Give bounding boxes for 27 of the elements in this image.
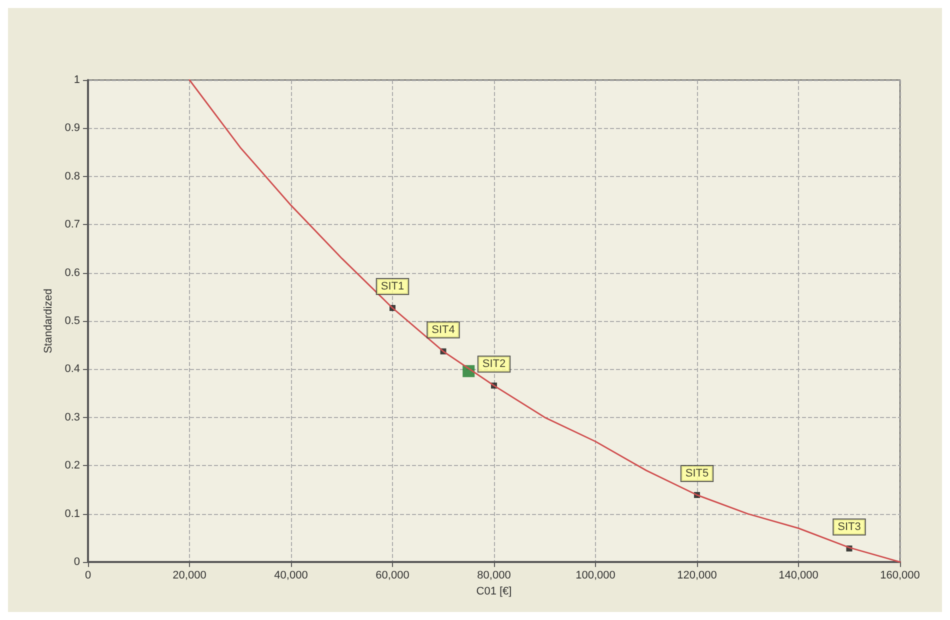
x-tick-label: 20,000 [172, 570, 206, 582]
annotation: SIT3 [838, 521, 861, 534]
y-tick-label: 0.6 [64, 266, 80, 279]
y-tick-label: 0.2 [64, 460, 80, 472]
x-tick-label: 0 [84, 570, 92, 582]
y-tick-label: 0.9 [64, 122, 80, 134]
x-tick-label: 140,000 [778, 570, 818, 582]
y-axis-title: Standardized [42, 288, 54, 354]
x-tick-label: 60,000 [376, 570, 410, 582]
x-tick-label: 40,000 [274, 570, 308, 582]
y-tick-label: 0.5 [64, 315, 80, 327]
y-tick-label: 1 [74, 74, 80, 86]
annotation: SIT2 [482, 358, 506, 370]
y-tick-label: 0.7 [64, 218, 80, 231]
annotation: SIT5 [685, 468, 709, 480]
x-axis-title: C01 [€] [476, 586, 512, 598]
annotation: SIT4 [432, 324, 455, 336]
y-tick-label: 0 [74, 556, 80, 568]
x-tick-label: 100,000 [576, 570, 616, 582]
x-tick-label: 120,000 [677, 570, 717, 582]
y-tick-label: 0.8 [64, 170, 80, 182]
y-tick-label: 0.4 [64, 363, 80, 376]
x-tick-label: 80,000 [477, 570, 511, 582]
x-tick-label: 160,000 [880, 570, 920, 582]
y-tick-label: 0.3 [64, 411, 80, 424]
y-tick-label: 0.1 [64, 508, 80, 520]
annotation: SIT1 [380, 280, 404, 292]
